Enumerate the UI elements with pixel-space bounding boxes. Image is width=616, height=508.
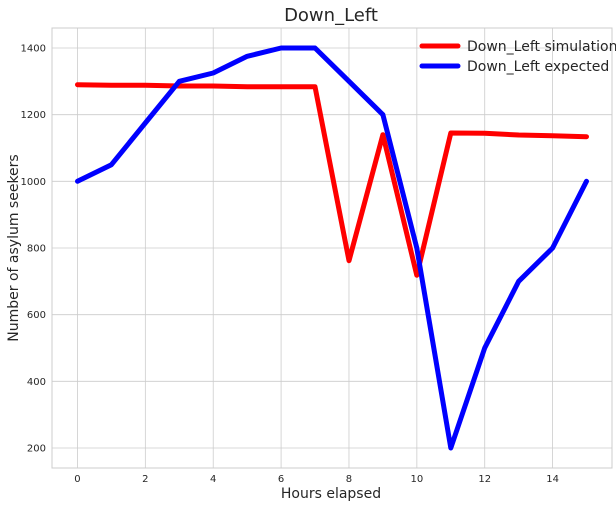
- y-tick-label: 1400: [21, 44, 46, 55]
- x-tick-label: 4: [210, 474, 216, 485]
- legend-label: Down_Left expected: [467, 59, 609, 75]
- grid: [52, 28, 612, 468]
- y-tick-label: 1000: [21, 177, 46, 188]
- legend: Down_Left simulation Down_Left expected: [419, 39, 616, 75]
- x-tick-label: 8: [346, 474, 352, 485]
- x-axis-label: Hours elapsed: [281, 486, 381, 502]
- legend-label: Down_Left simulation: [467, 39, 616, 55]
- series-line-expected: [75, 45, 589, 451]
- y-tick-label: 600: [27, 310, 46, 321]
- tick-labels: 0 2 4 6 8 10 12 14 200 400 600 800 1000 1200 1400: [21, 44, 559, 486]
- plot-frame: [51, 27, 613, 469]
- x-tick-label: 10: [410, 474, 423, 485]
- series-lines: [75, 45, 589, 451]
- x-tick-label: 2: [142, 474, 148, 485]
- x-tick-label: 14: [546, 474, 559, 485]
- y-tick-label: 400: [27, 377, 46, 388]
- y-tick-label: 800: [27, 244, 46, 255]
- x-tick-label: 6: [278, 474, 284, 485]
- y-tick-label: 200: [27, 444, 46, 455]
- chart-title: Down_Left: [284, 5, 378, 26]
- y-axis-label: Number of asylum seekers: [6, 154, 22, 341]
- y-tick-label: 1200: [21, 110, 46, 121]
- x-tick-label: 0: [74, 474, 80, 485]
- x-tick-label: 12: [478, 474, 491, 485]
- series-line-simulation: [75, 82, 589, 278]
